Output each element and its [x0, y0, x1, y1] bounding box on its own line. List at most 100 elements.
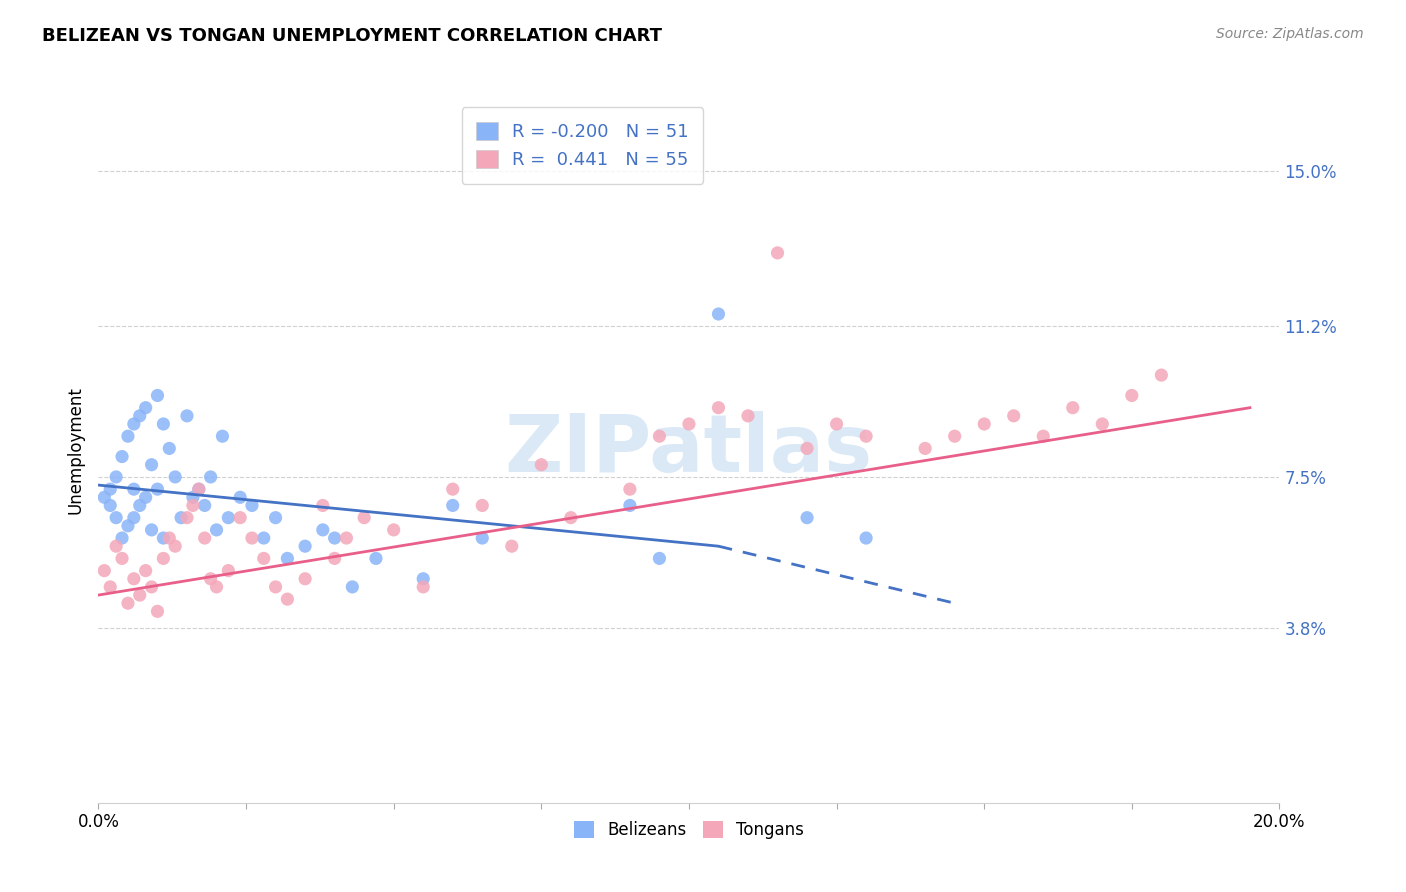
Point	[294, 572, 316, 586]
Point	[141, 580, 163, 594]
Point	[737, 409, 759, 423]
Point	[471, 531, 494, 545]
Point	[412, 572, 434, 586]
Point	[648, 429, 671, 443]
Y-axis label: Unemployment: Unemployment	[66, 386, 84, 515]
Point	[619, 499, 641, 513]
Point	[1062, 401, 1084, 415]
Point	[205, 523, 228, 537]
Point	[98, 482, 121, 496]
Point	[1091, 417, 1114, 431]
Point	[176, 409, 198, 423]
Point	[187, 482, 209, 496]
Point	[152, 531, 174, 545]
Point	[217, 564, 239, 578]
Point	[412, 580, 434, 594]
Point	[855, 531, 877, 545]
Point	[973, 417, 995, 431]
Point	[364, 551, 387, 566]
Point	[323, 551, 346, 566]
Point	[471, 499, 494, 513]
Point	[122, 482, 145, 496]
Point	[240, 531, 263, 545]
Point	[825, 417, 848, 431]
Point	[111, 531, 134, 545]
Legend: Belizeans, Tongans: Belizeans, Tongans	[565, 813, 813, 847]
Point	[678, 417, 700, 431]
Point	[194, 531, 217, 545]
Point	[312, 523, 335, 537]
Point	[312, 499, 335, 513]
Point	[93, 564, 115, 578]
Point	[342, 580, 364, 594]
Point	[187, 482, 209, 496]
Point	[135, 564, 157, 578]
Point	[128, 409, 150, 423]
Point	[105, 539, 128, 553]
Point	[796, 510, 818, 524]
Point	[276, 551, 298, 566]
Point	[117, 596, 139, 610]
Point	[170, 510, 193, 524]
Point	[240, 499, 263, 513]
Point	[128, 588, 150, 602]
Point	[1150, 368, 1173, 383]
Point	[176, 510, 198, 524]
Point	[943, 429, 966, 443]
Point	[111, 450, 134, 464]
Point	[181, 491, 204, 505]
Point	[165, 470, 187, 484]
Point	[135, 401, 157, 415]
Point	[122, 417, 145, 431]
Point	[323, 531, 346, 545]
Point	[253, 531, 276, 545]
Point	[914, 442, 936, 456]
Text: ZIPatlas: ZIPatlas	[505, 411, 873, 490]
Point	[141, 523, 163, 537]
Point	[264, 510, 287, 524]
Point	[117, 518, 139, 533]
Text: BELIZEAN VS TONGAN UNEMPLOYMENT CORRELATION CHART: BELIZEAN VS TONGAN UNEMPLOYMENT CORRELAT…	[42, 27, 662, 45]
Point	[1032, 429, 1054, 443]
Point	[707, 401, 730, 415]
Point	[128, 499, 150, 513]
Point	[122, 572, 145, 586]
Point	[111, 551, 134, 566]
Point	[264, 580, 287, 594]
Point	[276, 592, 298, 607]
Point	[98, 499, 121, 513]
Point	[1002, 409, 1025, 423]
Point	[1121, 388, 1143, 402]
Point	[105, 510, 128, 524]
Point	[707, 307, 730, 321]
Point	[648, 551, 671, 566]
Point	[619, 482, 641, 496]
Point	[441, 499, 464, 513]
Point	[382, 523, 405, 537]
Point	[353, 510, 375, 524]
Point	[441, 482, 464, 496]
Point	[194, 499, 217, 513]
Point	[105, 470, 128, 484]
Point	[229, 491, 252, 505]
Point	[157, 531, 180, 545]
Text: Source: ZipAtlas.com: Source: ZipAtlas.com	[1216, 27, 1364, 41]
Point	[501, 539, 523, 553]
Point	[93, 491, 115, 505]
Point	[560, 510, 582, 524]
Point	[141, 458, 163, 472]
Point	[117, 429, 139, 443]
Point	[211, 429, 233, 443]
Point	[766, 246, 789, 260]
Point	[146, 482, 169, 496]
Point	[217, 510, 239, 524]
Point	[157, 442, 180, 456]
Point	[98, 580, 121, 594]
Point	[152, 417, 174, 431]
Point	[205, 580, 228, 594]
Point	[152, 551, 174, 566]
Point	[135, 491, 157, 505]
Point	[855, 429, 877, 443]
Point	[200, 572, 222, 586]
Point	[146, 388, 169, 402]
